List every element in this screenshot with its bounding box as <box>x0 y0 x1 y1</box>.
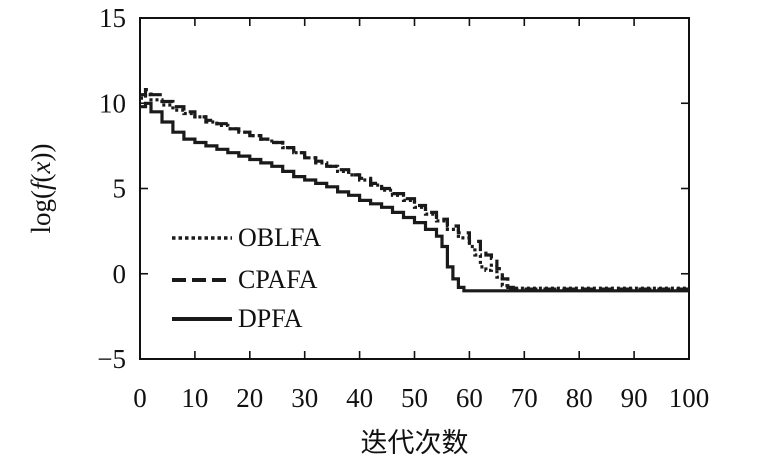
x-tick-label: 40 <box>346 383 373 413</box>
y-title-part-4: x <box>26 161 56 174</box>
legend: OBLFA CPAFA DPFA <box>172 223 322 333</box>
y-title-part-3: ( <box>26 173 56 182</box>
y-tick-label: −5 <box>97 344 126 374</box>
series-line-cpafa <box>140 88 689 291</box>
y-title-part-1: log( <box>26 190 56 234</box>
x-tick-label: 100 <box>669 383 710 413</box>
y-tick-label: 5 <box>113 174 127 204</box>
x-axis-ticks: 0 10 20 30 40 50 60 70 80 90 100 <box>133 18 709 413</box>
x-tick-label: 0 <box>133 383 147 413</box>
x-tick-label: 10 <box>181 383 208 413</box>
y-tick-label: 10 <box>99 88 126 118</box>
y-axis-title: log(f(x)) <box>26 144 56 234</box>
x-tick-label: 70 <box>511 383 538 413</box>
x-tick-label: 80 <box>566 383 593 413</box>
y-tick-label: 0 <box>113 259 127 289</box>
y-tick-label: 15 <box>99 3 126 33</box>
y-title-part-2: f <box>26 179 56 190</box>
x-tick-label: 20 <box>236 383 263 413</box>
x-tick-label: 50 <box>401 383 428 413</box>
legend-label: DPFA <box>238 304 303 333</box>
legend-label: OBLFA <box>238 223 322 252</box>
plot-frame <box>139 17 690 360</box>
axes <box>139 17 690 360</box>
x-tick-label: 60 <box>456 383 483 413</box>
y-title-part-5: )) <box>26 144 56 162</box>
legend-label: CPAFA <box>238 265 318 294</box>
series-line-dpfa <box>140 101 689 293</box>
x-tick-label: 90 <box>621 383 648 413</box>
y-axis-ticks: −5 0 5 10 15 <box>97 3 689 374</box>
series-layer <box>140 88 689 293</box>
x-tick-label: 30 <box>291 383 318 413</box>
x-axis-title: 迭代次数 <box>361 428 469 458</box>
